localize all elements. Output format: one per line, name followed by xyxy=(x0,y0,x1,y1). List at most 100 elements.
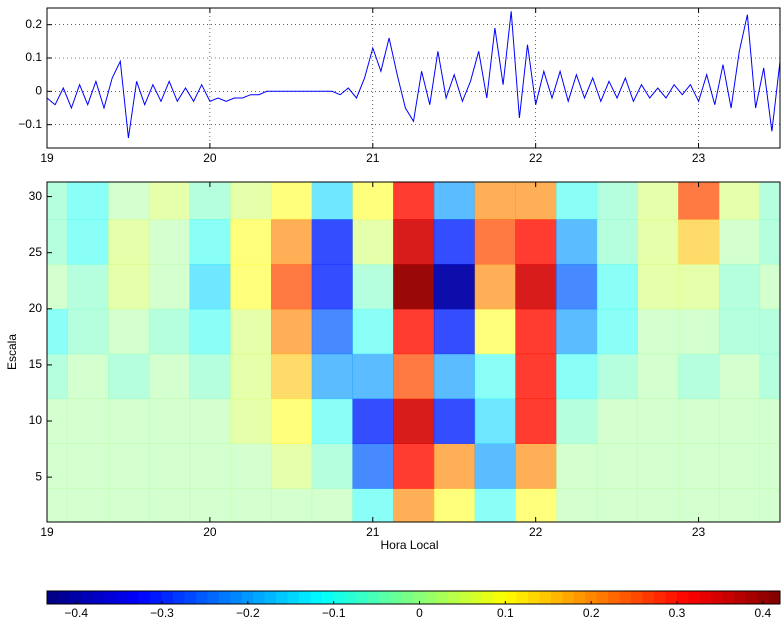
field-cell xyxy=(189,353,231,400)
colorbar-tick-label: 0 xyxy=(416,606,423,620)
field-cell xyxy=(189,308,231,355)
colorbar-swatch xyxy=(516,591,529,604)
field-cell xyxy=(596,308,638,355)
field-cell xyxy=(678,263,720,310)
field-cell xyxy=(637,219,679,265)
field-cell xyxy=(47,308,68,355)
field-cell xyxy=(108,182,150,220)
axes-frame xyxy=(46,181,781,523)
colorbar-swatch xyxy=(253,591,266,604)
y-tick-label: 0.1 xyxy=(25,50,42,64)
field-cell xyxy=(311,353,353,400)
colorbar-swatch xyxy=(276,591,288,604)
field-cell xyxy=(270,182,313,220)
field-cell xyxy=(311,219,353,265)
field-cell xyxy=(148,219,191,265)
colorbar-swatch xyxy=(436,591,449,604)
field-cell xyxy=(515,308,557,355)
field-cell xyxy=(678,398,720,444)
colorbar-swatch xyxy=(218,591,231,604)
field-cell xyxy=(311,443,353,489)
field-cell xyxy=(718,443,761,489)
field-cell xyxy=(596,182,638,220)
field-cell xyxy=(311,182,353,220)
colorbar-swatch xyxy=(619,591,632,604)
field-cell xyxy=(637,263,679,310)
field-cell xyxy=(270,219,313,265)
field-cell xyxy=(759,353,780,400)
field-cell xyxy=(759,308,780,355)
field-cell xyxy=(515,219,557,265)
colorbar-swatch xyxy=(241,591,254,604)
colorbar-swatch xyxy=(207,591,220,604)
colorbar-swatch xyxy=(642,591,655,604)
field-cell xyxy=(67,488,109,522)
colorbar-swatch xyxy=(81,591,94,604)
colorbar-swatch xyxy=(92,591,105,604)
field-cell xyxy=(718,488,761,522)
colorbar-swatch xyxy=(390,591,403,604)
colorbar-swatch xyxy=(344,591,357,604)
field-cell xyxy=(556,353,598,400)
field-cell xyxy=(148,308,191,355)
field-cell xyxy=(433,308,476,355)
field-cell xyxy=(47,353,68,400)
field-cell xyxy=(678,219,720,265)
field-cell xyxy=(393,488,435,522)
field-cell xyxy=(678,488,720,522)
field-cell xyxy=(230,398,272,444)
colorbar-swatch xyxy=(596,591,609,604)
field-cell xyxy=(556,398,598,444)
field-cell xyxy=(47,398,68,444)
field-cell xyxy=(108,263,150,310)
field-cell xyxy=(47,182,68,220)
field-cell xyxy=(433,182,476,220)
field-cell xyxy=(474,219,516,265)
field-cell xyxy=(759,443,780,489)
colorbar-swatch xyxy=(195,591,208,604)
y-tick-label: 20 xyxy=(29,301,43,315)
colorbar-tick-label: 0.2 xyxy=(583,606,600,620)
x-tick-label: 23 xyxy=(692,525,706,539)
colorbar-swatch xyxy=(379,591,391,604)
field-cell xyxy=(230,443,272,489)
field-cell xyxy=(47,488,68,522)
colorbar-swatch xyxy=(699,591,712,604)
colorbar-swatch xyxy=(413,591,426,604)
field-cell xyxy=(270,443,313,489)
field-cell xyxy=(189,263,231,310)
field-cell xyxy=(352,182,394,220)
signal-line xyxy=(47,11,780,139)
y-tick-label: 0 xyxy=(35,84,42,98)
field-cell xyxy=(189,488,231,522)
y-tick-label: −0.1 xyxy=(18,117,42,131)
colorbar-swatch xyxy=(482,591,495,604)
field-cell xyxy=(108,353,150,400)
colorbar-swatch xyxy=(734,591,747,604)
colorbar-swatch xyxy=(711,591,724,604)
colorbar-swatch xyxy=(459,591,472,604)
axes-frame xyxy=(46,7,781,149)
field-cell xyxy=(515,263,557,310)
field-cell xyxy=(718,308,761,355)
field-cell xyxy=(352,219,394,265)
colorbar-swatch xyxy=(161,591,174,604)
colorbar-swatch xyxy=(654,591,666,604)
y-tick-label: 10 xyxy=(29,413,43,427)
plot-area xyxy=(47,11,780,139)
field-cell xyxy=(108,398,150,444)
field-cell xyxy=(474,443,516,489)
field-cell xyxy=(759,488,780,522)
colorbar-swatch xyxy=(539,591,552,604)
field-cell xyxy=(352,398,394,444)
colorbar-swatch xyxy=(321,591,334,604)
field-cell xyxy=(759,398,780,444)
field-cell xyxy=(433,443,476,489)
colorbar-tick-label: 0.4 xyxy=(754,606,771,620)
colorbar-swatch xyxy=(665,591,678,604)
field-cell xyxy=(148,398,191,444)
field-cell xyxy=(393,308,435,355)
field-cell xyxy=(637,182,679,220)
